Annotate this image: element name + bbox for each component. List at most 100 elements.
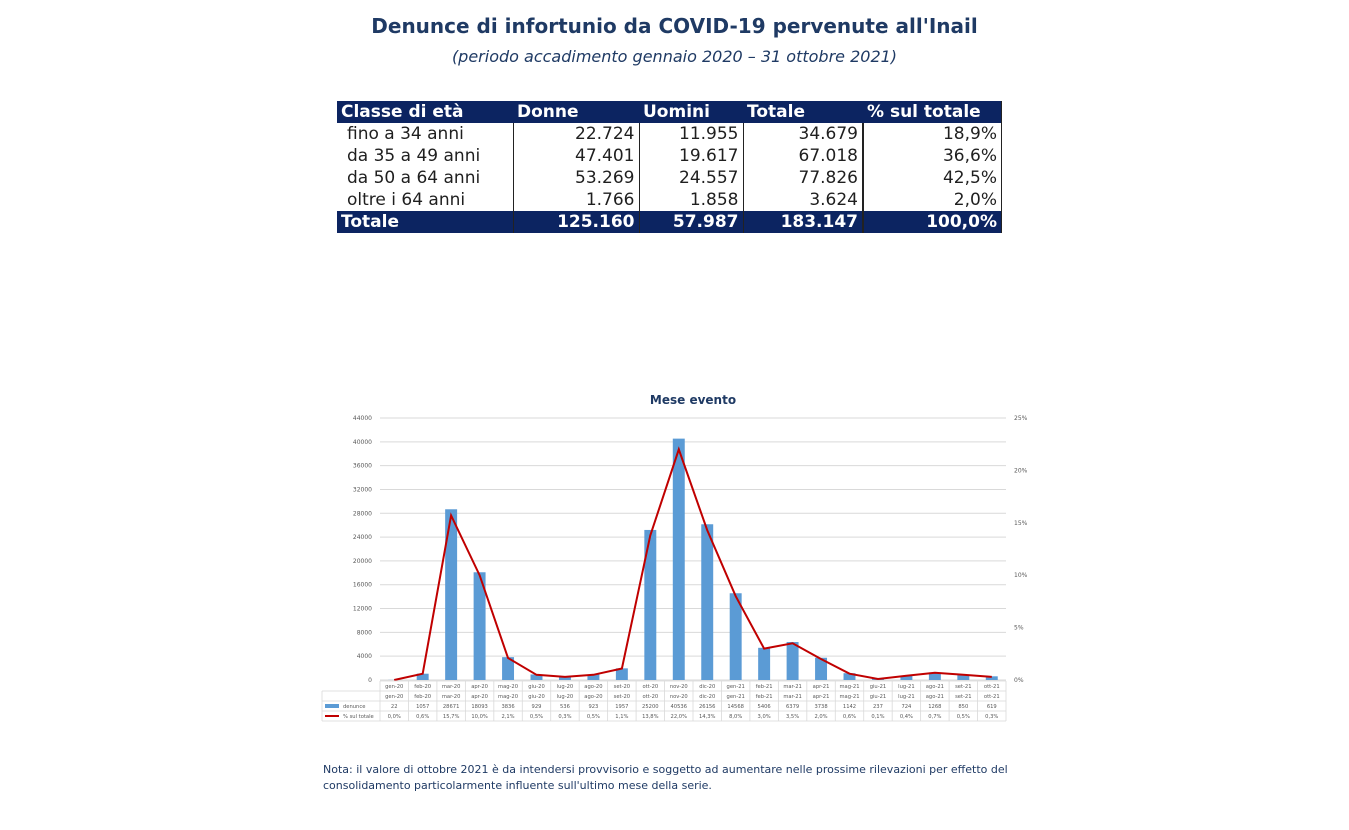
data-label: 18093 [471,704,488,710]
bar [530,674,543,680]
header-percent: % sul totale [863,101,1002,123]
cell-age-class: da 50 a 64 anni [347,168,481,188]
data-label: 724 [901,704,912,710]
bar [928,672,941,680]
y-tick-label: 12000 [353,606,372,613]
age-class-table: Classe di età Donne Uomini Totale % sul … [337,101,1002,233]
bar [445,509,458,680]
data-label: 536 [560,704,570,710]
x-tick-label: ago-21 [926,694,944,700]
page-title: Denunce di infortunio da COVID-19 perven… [371,14,978,38]
x-tick-label: feb-20 [414,694,431,700]
y2-tick-label: 15% [1014,520,1028,527]
cell-men: 19.617 [638,145,743,167]
y-tick-label: 44000 [353,415,372,422]
y2-tick-label: 10% [1014,572,1028,579]
x-tick-label: mar-20 [442,684,461,690]
x-tick-label: mag-21 [840,694,860,700]
y-tick-label: 8000 [357,629,372,636]
data-label: 13,8% [642,714,659,720]
data-label: 22,0% [671,714,688,720]
x-tick-label: dic-20 [699,694,715,700]
data-label: 1268 [928,704,941,710]
data-label: 1,1% [615,714,628,720]
data-label: 0,5% [587,714,600,720]
cell-percent: 18,9% [862,123,1002,145]
x-tick-label: apr-20 [471,684,488,690]
footnote: Nota: il valore di ottobre 2021 è da int… [323,763,1008,792]
cell-women: 47.401 [512,145,639,167]
x-tick-label: apr-21 [813,684,830,690]
data-label: 0,1% [871,714,884,720]
bar [502,657,515,680]
x-tick-label: giu-20 [528,684,545,690]
data-label: 22 [391,704,398,710]
x-tick-label: mag-21 [840,684,860,690]
bar [786,642,799,680]
data-label: 0,3% [558,714,571,720]
x-tick-label: giu-20 [528,694,545,700]
x-tick-label: set-20 [614,694,630,700]
y2-tick-label: 0% [1014,677,1024,684]
data-label: 15,7% [443,714,460,720]
cell-percent: 2,0% [862,189,1002,211]
cell-total: 77.826 [742,167,863,189]
x-tick-label: ago-20 [584,684,602,690]
data-label: 0,5% [957,714,970,720]
bar [672,438,685,680]
x-tick-label: apr-20 [471,694,488,700]
y-tick-label: 4000 [357,653,372,660]
data-label: 14568 [727,704,744,710]
x-tick-label: set-20 [614,684,630,690]
cell-total: 67.018 [742,145,863,167]
x-tick-label: apr-21 [813,694,830,700]
cell-total: 34.679 [742,123,863,145]
table-header-row: Classe di età Donne Uomini Totale % sul … [337,101,1002,123]
data-label: 923 [588,704,598,710]
data-label: 0,3% [985,714,998,720]
y-tick-label: 40000 [353,439,372,446]
bar [587,674,600,680]
data-label: 14,3% [699,714,716,720]
monthly-claims-chart: Mese evento 0 4000 8000 12000 16000 20000 24000… [321,393,1028,722]
bar [701,524,714,680]
cell-age-class: fino a 34 anni [347,124,464,144]
data-label: 26156 [699,704,716,710]
x-tick-label: gen-20 [385,684,403,690]
total-percent: 100,0% [862,211,1002,233]
page-subtitle: (periodo accadimento gennaio 2020 – 31 o… [451,47,898,66]
x-tick-label: lug-20 [557,684,574,690]
x-tick-label: ago-21 [926,684,944,690]
x-tick-label: ott-21 [984,694,1000,700]
x-tick-label: gen-21 [727,684,745,690]
x-tick-label: ott-20 [642,694,658,700]
cell-women: 53.269 [512,167,639,189]
x-tick-label: lug-20 [557,694,574,700]
total-label: Totale [337,211,513,233]
data-label: 237 [873,704,883,710]
legend-key-bars [325,704,339,708]
x-tick-label: mag-20 [498,694,518,700]
x-tick-label: mar-21 [783,694,802,700]
data-label: 619 [987,704,997,710]
data-label: 10,0% [471,714,488,720]
x-tick-label: nov-20 [670,684,688,690]
cell-men: 11.955 [638,123,743,145]
data-label: 3836 [501,704,514,710]
data-label: 3,5% [786,714,799,720]
data-label: 1057 [416,704,429,710]
data-label: 850 [958,704,968,710]
cell-women: 1.766 [512,189,639,211]
y2-tick-label: 5% [1014,625,1024,632]
table-row: da 35 a 49 anni 47.401 19.617 67.018 36,… [337,145,1002,167]
x-tick-label: set-21 [955,684,971,690]
x-tick-label: gen-20 [385,694,403,700]
cell-age-class: oltre i 64 anni [347,190,466,210]
bar [900,675,913,680]
data-label: 0,0% [388,714,401,720]
data-label: 0,6% [416,714,429,720]
bar [729,593,742,680]
bar [815,657,828,680]
y-tick-label: 32000 [353,486,372,493]
table-row: oltre i 64 anni 1.766 1.858 3.624 2,0% [337,189,1002,211]
